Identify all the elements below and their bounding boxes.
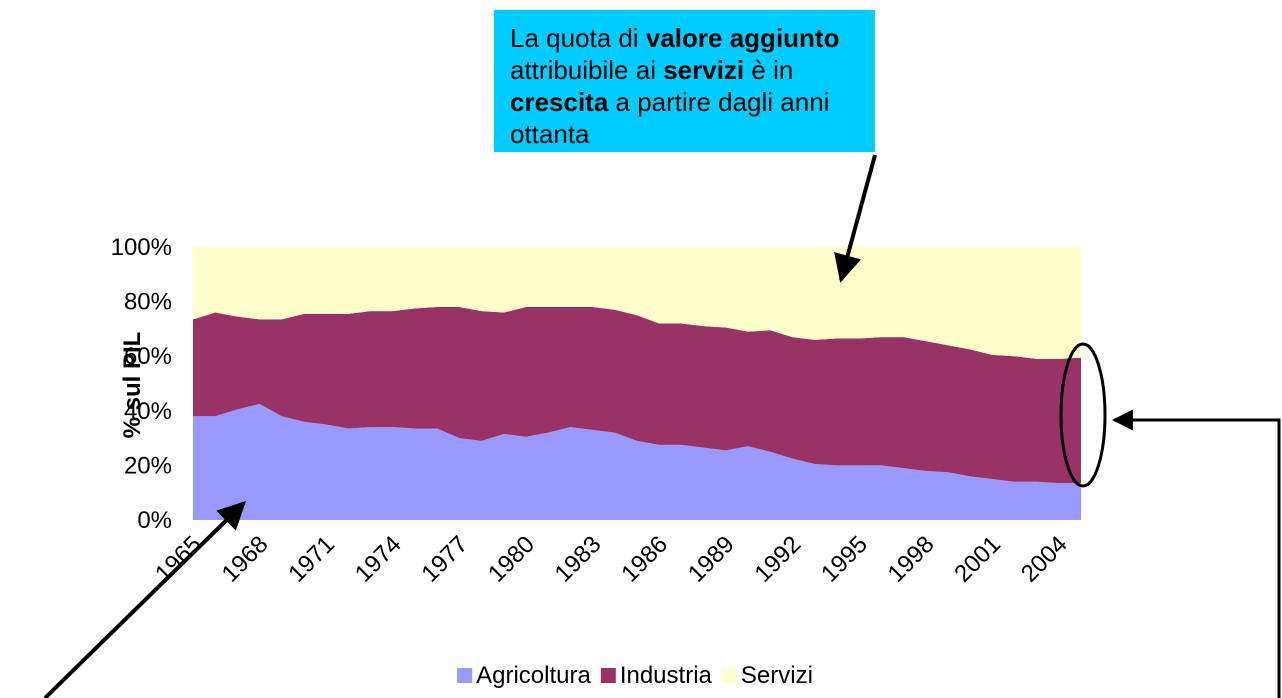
area <box>193 307 1081 484</box>
arrow <box>1111 409 1281 698</box>
legend-label: Agricoltura <box>476 662 591 689</box>
annotation-text: valore aggiunto <box>645 23 840 53</box>
annotation-box: La quota di valore aggiunto attribuibile… <box>494 10 875 152</box>
x-tick-label: 1986 <box>616 531 673 588</box>
annotation-text: a partire dagli anni ottanta <box>510 87 830 149</box>
x-tick-label: 1983 <box>550 531 607 588</box>
x-tick-label: 1971 <box>283 531 340 588</box>
y-tick-label: 40% <box>124 398 172 425</box>
annotation-text: La quota di <box>510 23 646 53</box>
annotation-text: attribuibile ai <box>510 55 664 85</box>
y-tick-label: 80% <box>124 289 172 316</box>
x-tick-label: 1998 <box>883 531 940 588</box>
y-tick-label: 100% <box>111 234 172 261</box>
x-tick-label: 1974 <box>350 531 407 588</box>
legend-swatch <box>600 668 616 683</box>
x-tick-label: 1977 <box>416 531 473 588</box>
legend-label: Servizi <box>741 662 813 689</box>
y-tick-label: 0% <box>137 507 172 534</box>
highlight-ellipse <box>1059 342 1107 488</box>
x-tick-label: 1965 <box>150 531 207 588</box>
x-tick-label: 2004 <box>1016 531 1073 588</box>
arrow <box>834 154 877 283</box>
area <box>193 403 1081 520</box>
annotation-text: crescita <box>510 87 609 117</box>
plot-area <box>193 247 1081 520</box>
x-tick-label: 1995 <box>816 531 873 588</box>
x-tick-label: 1980 <box>483 531 540 588</box>
arrow <box>43 501 246 698</box>
legend-label: Industria <box>620 662 713 689</box>
x-tick-label: 1989 <box>683 531 740 588</box>
legend-swatch <box>457 668 473 683</box>
annotation-text: servizi <box>663 55 745 85</box>
legend-swatch <box>721 668 737 683</box>
y-tick-label: 60% <box>124 343 172 370</box>
x-tick-label: 2001 <box>949 531 1006 588</box>
annotation-text: è in <box>744 55 794 85</box>
x-tick-label: 1968 <box>217 531 274 588</box>
x-tick-label: 1992 <box>749 531 806 588</box>
y-tick-label: 20% <box>124 452 172 479</box>
legend: Agricoltura Industria Servizi <box>457 662 813 689</box>
y-axis-label: % sul PIL <box>119 332 146 439</box>
